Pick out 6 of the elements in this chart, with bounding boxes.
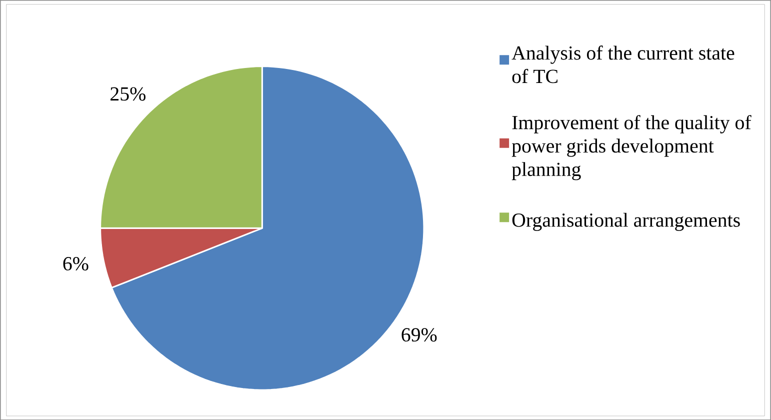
legend-label: Organisational arrangements bbox=[512, 212, 740, 231]
legend-label: Analysis of the current state of TC bbox=[512, 45, 734, 83]
data-label: 69% bbox=[402, 328, 437, 342]
data-label: 25% bbox=[110, 87, 146, 101]
legend-label: Improvement of the quality of power grids development planning bbox=[512, 114, 752, 180]
data-label: 6% bbox=[63, 256, 88, 270]
